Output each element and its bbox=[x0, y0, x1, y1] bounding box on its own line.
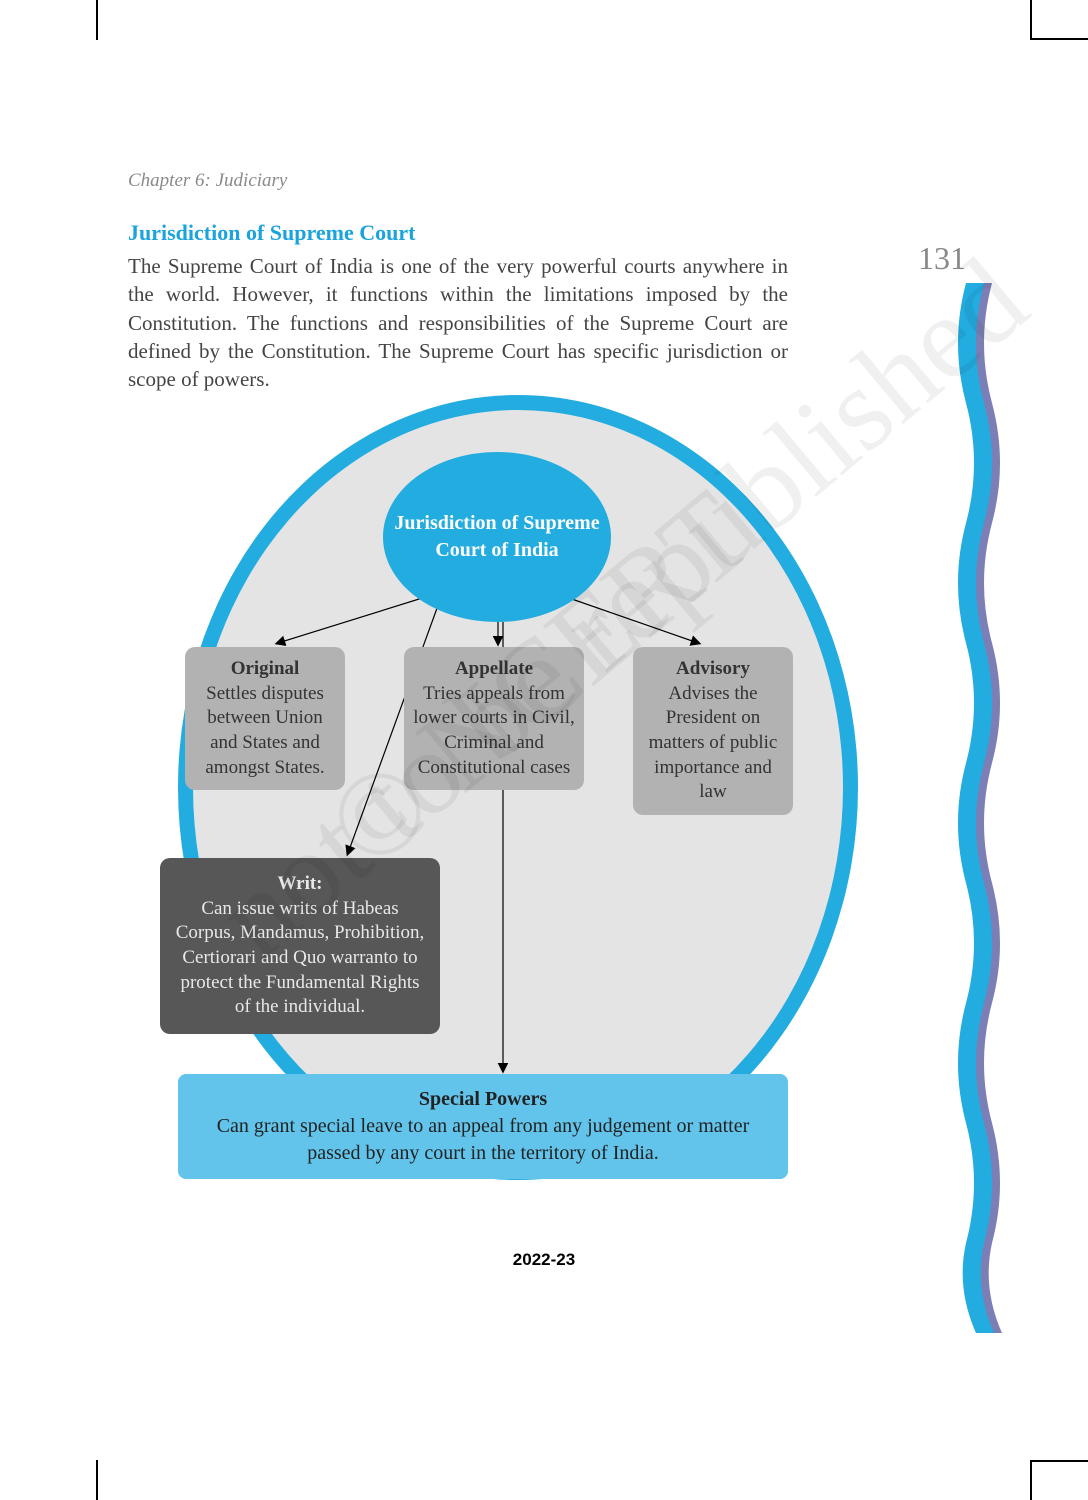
center-node-text: Jurisdiction of Supreme Court of India bbox=[393, 510, 601, 564]
side-wave-decoration bbox=[956, 283, 1006, 1333]
crop-mark bbox=[96, 1460, 98, 1500]
branch-special: Special Powers Can grant special leave t… bbox=[178, 1074, 788, 1179]
crop-mark bbox=[1030, 1460, 1088, 1462]
branch-title: Appellate bbox=[412, 657, 576, 682]
branch-original: Original Settles disputes between Union … bbox=[185, 647, 345, 790]
branch-appellate: Appellate Tries appeals from lower court… bbox=[404, 647, 584, 790]
footer-year: 2022-23 bbox=[0, 1250, 1088, 1270]
crop-mark bbox=[1030, 0, 1032, 40]
crop-mark bbox=[1030, 38, 1088, 40]
page-number: 131 bbox=[918, 240, 966, 277]
section-title: Jurisdiction of Supreme Court bbox=[128, 220, 908, 246]
chapter-label: Chapter 6: Judiciary bbox=[128, 170, 908, 192]
crop-mark bbox=[1030, 1460, 1032, 1500]
branch-body: Tries appeals from lower courts in Civil… bbox=[413, 683, 574, 778]
branch-body: Can grant special leave to an appeal fro… bbox=[217, 1115, 750, 1164]
branch-body: Advises the President on matters of publ… bbox=[649, 683, 778, 803]
branch-writ: Writ: Can issue writs of Habeas Corpus, … bbox=[160, 858, 440, 1034]
branch-body: Settles disputes between Union and State… bbox=[205, 683, 324, 778]
page-content: Chapter 6: Judiciary Jurisdiction of Sup… bbox=[128, 170, 908, 394]
branch-title: Original bbox=[193, 657, 337, 682]
jurisdiction-diagram: Jurisdiction of Supreme Court of India O… bbox=[128, 395, 908, 1215]
branch-title: Writ: bbox=[172, 872, 428, 897]
crop-mark bbox=[96, 0, 98, 40]
body-paragraph: The Supreme Court of India is one of the… bbox=[128, 252, 788, 394]
branch-body: Can issue writs of Habeas Corpus, Mandam… bbox=[176, 898, 425, 1018]
branch-advisory: Advisory Advises the President on matter… bbox=[633, 647, 793, 815]
center-node: Jurisdiction of Supreme Court of India bbox=[383, 452, 611, 622]
branch-title: Advisory bbox=[641, 657, 785, 682]
branch-title: Special Powers bbox=[196, 1086, 770, 1113]
